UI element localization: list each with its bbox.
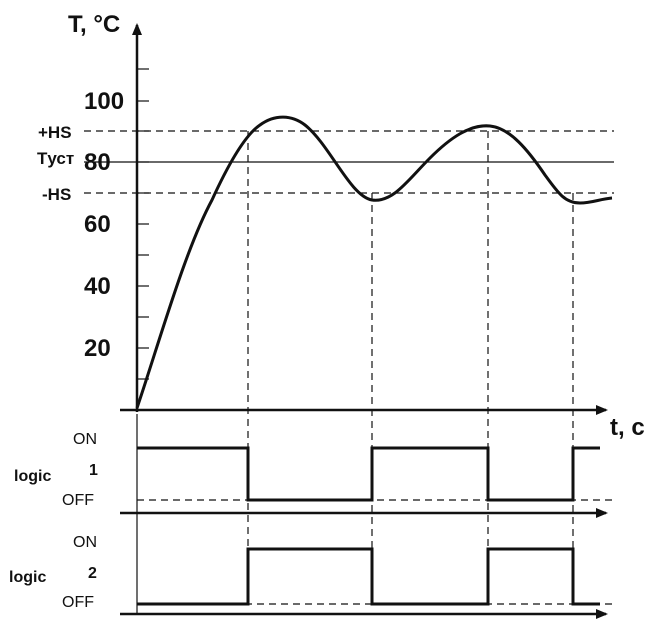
logic1-title: logic <box>14 468 51 485</box>
temperature-curve <box>135 115 613 409</box>
logic2-title: logic <box>9 569 46 586</box>
y-axis-label: T, °C <box>68 11 120 38</box>
y-tick-label-60: 60 <box>84 211 111 238</box>
y-tick-label-20: 20 <box>84 335 111 362</box>
x-axis-label: t, c <box>610 414 645 441</box>
logic2-off-label: OFF <box>62 594 94 611</box>
minus-hs-label: -HS <box>42 185 71 204</box>
y-tick-label-40: 40 <box>84 273 111 300</box>
y-ticks <box>137 68 149 380</box>
logic1-on-label: ON <box>73 431 97 448</box>
logic2-on-label: ON <box>73 534 97 551</box>
logic2-number: 2 <box>88 565 97 582</box>
logic1-signal <box>137 446 600 502</box>
logic2-signal <box>137 547 600 606</box>
plus-hs-label: +HS <box>38 123 72 142</box>
switch-lines <box>247 131 574 605</box>
logic1-off-label: OFF <box>62 492 94 509</box>
logic1-number: 1 <box>89 462 98 479</box>
y-tick-label-100: 100 <box>84 88 124 115</box>
setpoint-label: Tуст <box>37 149 74 168</box>
